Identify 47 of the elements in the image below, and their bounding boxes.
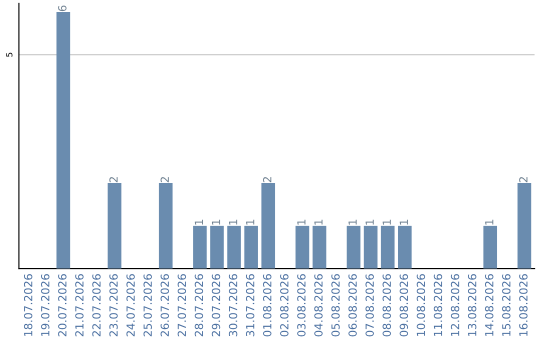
x-tick-label: 24.07.2026 [126, 274, 135, 336]
y-tick-label: 5 [6, 52, 12, 57]
data-label: 1 [194, 220, 203, 225]
x-tick-label: 29.07.2026 [212, 274, 220, 336]
x-tick-label: 30.07.2026 [228, 274, 238, 336]
data-label: 1 [246, 220, 254, 225]
x-tick-label: 20.07.2026 [58, 274, 67, 336]
x-tick-label: 26.07.2026 [160, 274, 169, 336]
data-label: 1 [348, 220, 357, 225]
x-tick-label: 12.08.2026 [450, 274, 460, 336]
data-label: 1 [297, 220, 306, 225]
x-tick-label: 14.08.2026 [485, 274, 494, 336]
x-tick-label: 08.08.2026 [382, 274, 391, 336]
x-tick-label: 28.07.2026 [194, 274, 204, 336]
x-tick-label: 04.08.2026 [314, 274, 323, 336]
data-label: 1 [212, 220, 220, 225]
x-tick-label: 19.07.2026 [41, 274, 50, 336]
x-tick-label: 11.08.2026 [434, 274, 442, 336]
x-tick-label: 01.08.2026 [263, 274, 272, 336]
x-tick-label: 21.07.2026 [75, 274, 84, 336]
x-tick-label: 27.07.2026 [178, 274, 186, 336]
data-label: 2 [160, 177, 169, 182]
x-tick-label: 10.08.2026 [416, 274, 426, 336]
data-label: 1 [485, 220, 494, 225]
data-label: 1 [314, 220, 323, 225]
x-tick-label: 02.08.2026 [280, 274, 289, 336]
x-tick-label: 09.08.2026 [400, 274, 408, 336]
data-label: 2 [263, 177, 272, 182]
x-tick-label: 22.07.2026 [92, 274, 101, 336]
data-label: 2 [519, 177, 528, 182]
data-label: 1 [382, 220, 391, 225]
x-tick-label: 16.08.2026 [519, 274, 528, 336]
data-label: 6 [58, 6, 67, 12]
x-tick-label: 23.07.2026 [109, 274, 118, 336]
x-tick-label: 31.07.2026 [246, 274, 254, 336]
x-tick-label: 06.08.2026 [348, 274, 357, 336]
data-label: 2 [109, 177, 118, 182]
x-tick-label: 05.08.2026 [331, 274, 340, 336]
x-tick-label: 03.08.2026 [297, 274, 306, 336]
data-label: 1 [229, 220, 238, 225]
data-label: 1 [366, 220, 374, 225]
x-tick-label: 15.08.2026 [502, 274, 510, 336]
x-tick-label: 18.07.2026 [24, 274, 32, 336]
x-tick-label: 13.08.2026 [468, 274, 476, 336]
x-tick-label: 07.08.2026 [365, 274, 374, 336]
data-label: 1 [400, 220, 408, 225]
x-tick-label: 25.07.2026 [144, 274, 152, 336]
